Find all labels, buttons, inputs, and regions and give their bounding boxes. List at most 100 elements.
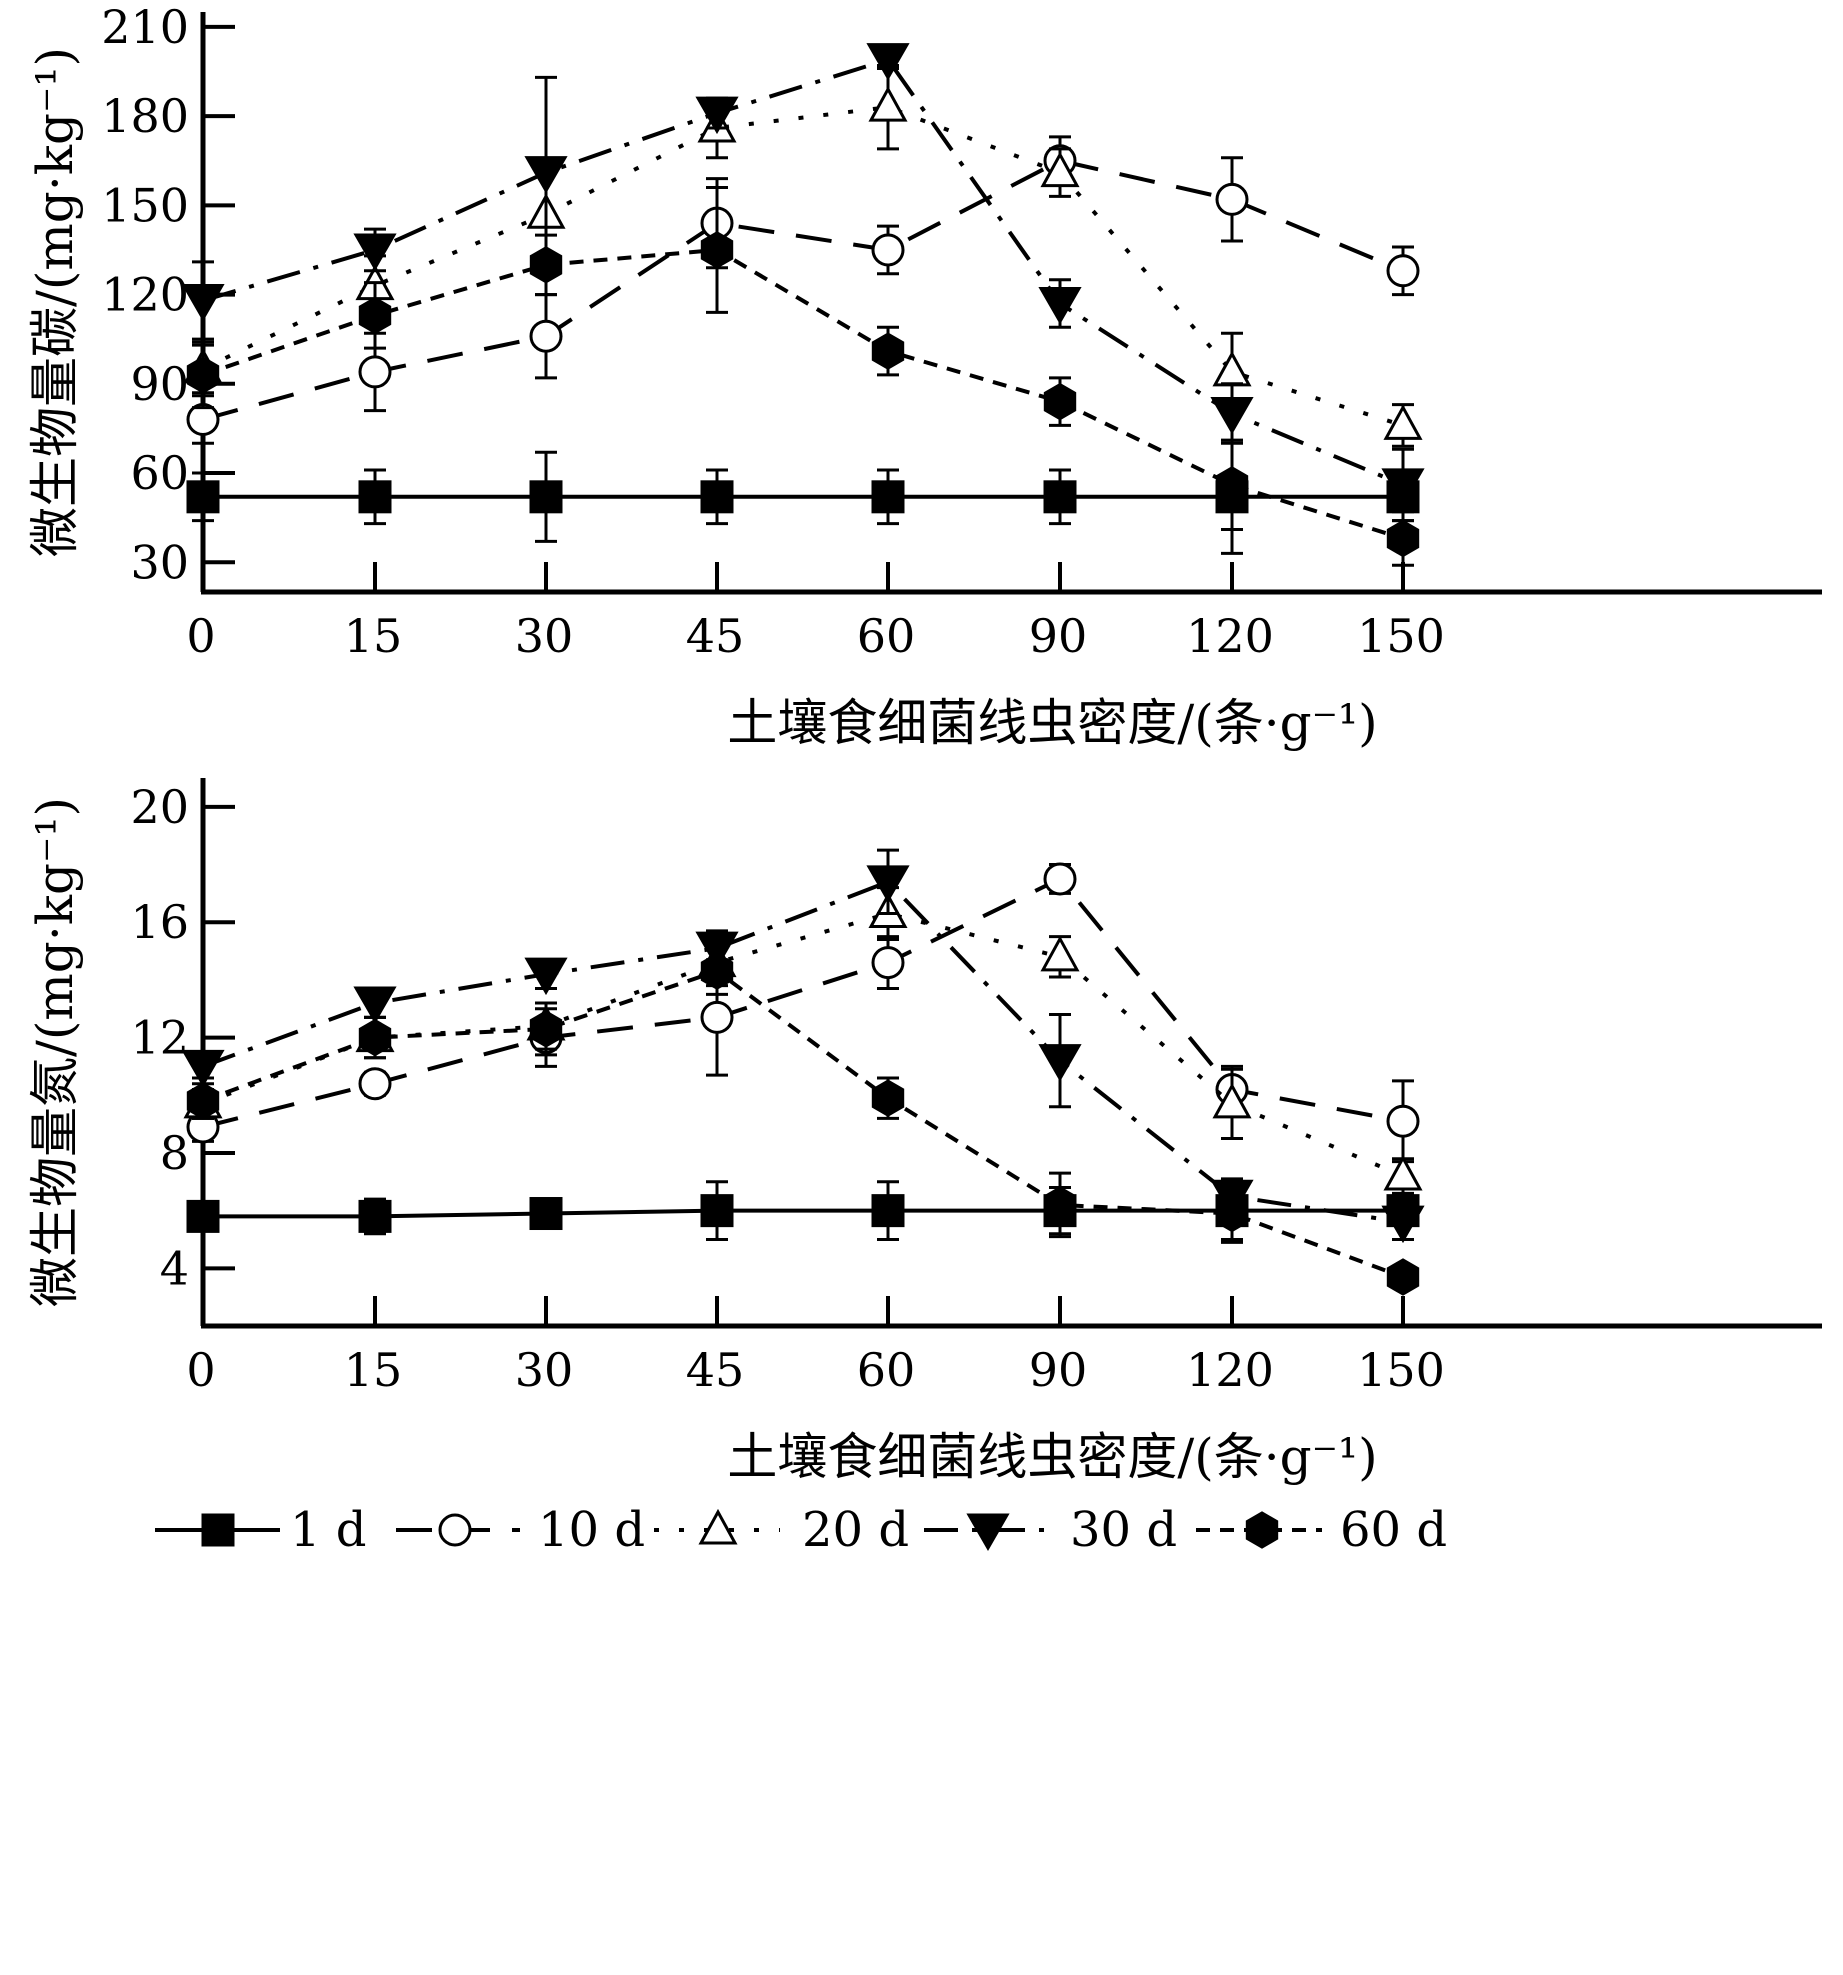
data-point — [866, 865, 910, 903]
data-point — [186, 480, 220, 514]
series-line — [202, 105, 1404, 428]
series-60d — [186, 946, 1420, 1296]
x-axis-title: 土壤食细菌线虫密度/(条·g⁻¹) — [727, 1428, 1377, 1486]
data-point — [868, 86, 908, 122]
y-tick-label: 210 — [101, 0, 189, 54]
data-point — [1043, 1186, 1077, 1224]
x-tick-label: 45 — [686, 609, 745, 663]
x-tick-label: 120 — [1186, 1343, 1274, 1397]
data-point — [700, 1194, 734, 1228]
x-tick-label: 0 — [186, 609, 215, 663]
data-point — [181, 284, 225, 322]
legend-item: 30 d — [924, 1502, 1177, 1558]
data-point — [700, 952, 734, 990]
legend-marker — [698, 1508, 738, 1545]
data-point — [871, 480, 905, 514]
data-point — [524, 156, 568, 194]
x-tick-label: 150 — [1357, 609, 1445, 663]
x-axis-title: 土壤食细菌线虫密度/(条·g⁻¹) — [727, 694, 1377, 752]
series-line — [202, 876, 1404, 1129]
data-point — [1386, 254, 1420, 288]
data-point — [871, 1194, 905, 1228]
data-point — [1215, 1194, 1249, 1233]
y-tick-label: 4 — [160, 1241, 189, 1295]
data-point — [1383, 1154, 1423, 1191]
data-point — [1386, 519, 1420, 558]
legend-label: 1 d — [290, 1502, 367, 1558]
series-30d — [181, 43, 1425, 523]
data-point — [358, 1018, 392, 1057]
legend-item: 60 d — [1196, 1502, 1447, 1558]
legend-marker — [1245, 1511, 1279, 1549]
series-line — [202, 911, 1404, 1178]
data-point — [358, 1067, 392, 1101]
legend-marker — [201, 1513, 235, 1547]
data-point — [871, 1079, 905, 1117]
data-point — [1215, 182, 1249, 216]
data-point — [1212, 1082, 1252, 1119]
y-tick-label: 16 — [130, 895, 189, 949]
legend-label: 20 d — [802, 1502, 909, 1558]
y-tick-label: 8 — [160, 1126, 189, 1180]
series-line — [202, 968, 1404, 1279]
data-point — [1040, 935, 1080, 972]
data-point — [700, 480, 734, 514]
y-tick-label: 120 — [101, 268, 189, 322]
legend: 1 d 10 d 20 d 30 d 60 d — [155, 1502, 1447, 1558]
y-tick-label: 12 — [130, 1011, 189, 1065]
y-axis-title: 微生物量碳/(mg·kg⁻¹) — [26, 47, 84, 557]
x-tick-label: 90 — [1029, 609, 1088, 663]
data-point — [181, 1049, 225, 1088]
legend-marker — [966, 1513, 1010, 1552]
x-tick-label: 15 — [344, 1343, 403, 1397]
y-tick-label: 30 — [130, 535, 189, 589]
data-point — [1040, 151, 1080, 188]
legend-item: 10 d — [396, 1502, 645, 1558]
series-line — [202, 879, 1404, 1225]
data-point — [186, 1082, 220, 1120]
data-point — [1215, 466, 1249, 504]
data-point — [700, 1000, 734, 1034]
x-tick-label: 30 — [515, 609, 574, 663]
series-60d — [186, 185, 1420, 567]
data-point — [358, 296, 392, 335]
y-tick-label: 20 — [130, 780, 189, 834]
data-point — [1386, 1258, 1420, 1296]
x-tick-label: 60 — [857, 1343, 916, 1397]
data-point — [529, 246, 563, 284]
x-tick-label: 0 — [186, 1343, 215, 1397]
legend-marker — [438, 1513, 472, 1547]
y-tick-label: 90 — [130, 357, 189, 411]
legend-label: 10 d — [538, 1502, 645, 1558]
data-point — [358, 1199, 392, 1233]
data-point — [529, 480, 563, 514]
chart-carbon: 30 60 90 120 150 180 210 0 15 30 45 60 90 120 150 土壤食细菌… — [26, 0, 1822, 752]
data-point — [1212, 350, 1252, 387]
data-point — [186, 356, 220, 394]
data-point — [1383, 404, 1423, 440]
y-tick-label: 60 — [130, 446, 189, 500]
data-point — [1043, 382, 1077, 421]
x-tick-label: 30 — [515, 1343, 574, 1397]
x-tick-label: 120 — [1186, 609, 1274, 663]
series-line — [202, 57, 1404, 487]
data-point — [186, 1199, 220, 1233]
data-point — [358, 355, 392, 389]
data-point — [1386, 1104, 1420, 1138]
data-point — [529, 1197, 563, 1231]
legend-label: 30 d — [1070, 1502, 1177, 1558]
data-point — [871, 233, 905, 267]
data-point — [1381, 1205, 1425, 1244]
data-point — [529, 319, 563, 353]
data-point — [866, 43, 910, 81]
legend-label: 60 d — [1340, 1502, 1447, 1558]
data-point — [524, 957, 568, 996]
y-axis-title: 微生物量氮/(mg·kg⁻¹) — [26, 797, 84, 1307]
data-point — [871, 332, 905, 370]
x-tick-label: 15 — [344, 609, 403, 663]
x-tick-label: 150 — [1357, 1343, 1445, 1397]
data-point — [353, 233, 397, 271]
data-point — [1038, 1044, 1082, 1082]
x-tick-label: 90 — [1029, 1343, 1088, 1397]
